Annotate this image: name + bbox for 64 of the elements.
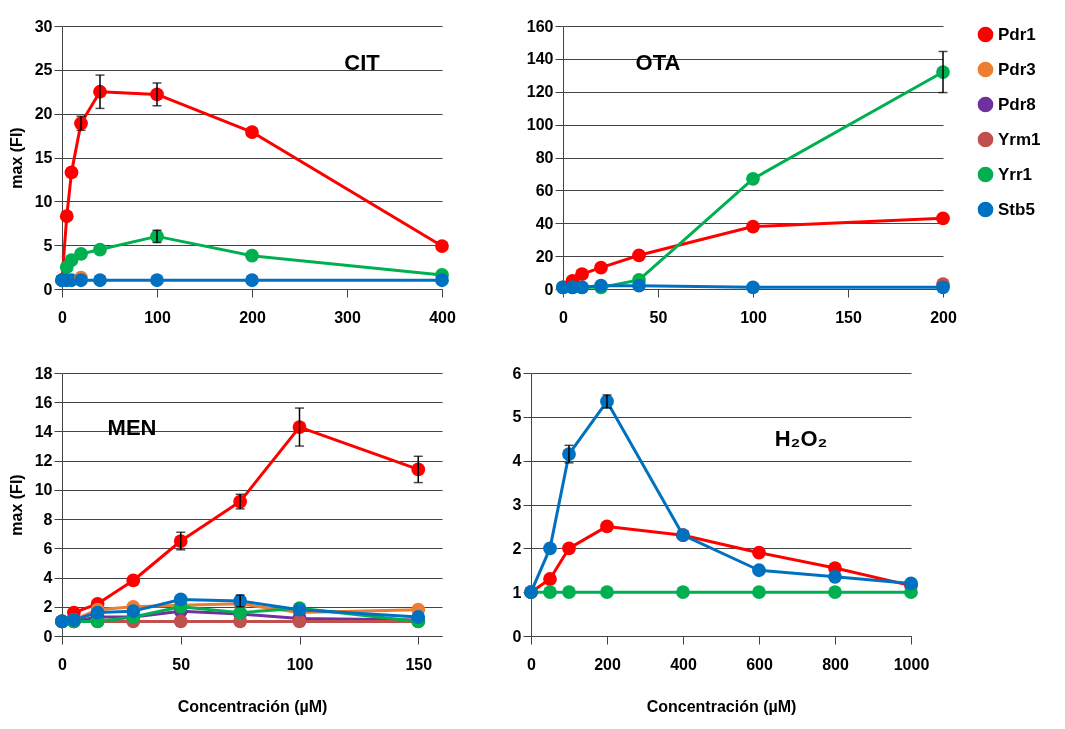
legend-label: Pdr8 bbox=[998, 94, 1036, 114]
y-tick-label: 5 bbox=[512, 408, 522, 426]
y-tick-label: 10 bbox=[34, 481, 53, 499]
x-tick-label: 150 bbox=[405, 655, 433, 673]
y-tick-label: 120 bbox=[526, 83, 554, 101]
y-tick-label: 18 bbox=[34, 364, 53, 382]
y-axis-title: max (FI) bbox=[7, 474, 25, 536]
y-tick-label: 4 bbox=[512, 452, 522, 470]
y-tick-label: 20 bbox=[34, 105, 53, 123]
y-tick-label: 2 bbox=[43, 598, 53, 616]
y-tick-label: 5 bbox=[43, 236, 53, 254]
x-tick-label: 200 bbox=[930, 308, 957, 326]
legend-label: Pdr3 bbox=[998, 59, 1036, 79]
y-tick-label: 0 bbox=[43, 627, 53, 645]
x-tick-label: 200 bbox=[594, 655, 621, 673]
text: CIT bbox=[344, 50, 381, 75]
x-tick-label: 100 bbox=[740, 308, 767, 326]
x-tick-label: 0 bbox=[58, 655, 68, 673]
y-tick-label: 10 bbox=[34, 192, 53, 210]
y-tick-label: 80 bbox=[535, 149, 554, 166]
legend-label: Pdr1 bbox=[998, 24, 1036, 44]
x-tick-label: 0 bbox=[58, 308, 68, 326]
y-tick-label: 3 bbox=[512, 496, 522, 513]
x-tick-label: 150 bbox=[835, 308, 862, 326]
y-tick-label: 40 bbox=[535, 214, 554, 232]
y-tick-label: 6 bbox=[43, 539, 53, 557]
y-tick-label: 15 bbox=[34, 149, 53, 166]
x-tick-label: 50 bbox=[649, 308, 668, 326]
x-tick-label: 300 bbox=[334, 308, 361, 326]
text: H₂O₂ bbox=[774, 426, 828, 451]
x-tick-label: 1000 bbox=[893, 655, 930, 673]
y-tick-label: 0 bbox=[544, 280, 554, 298]
x-tick-label: 0 bbox=[559, 308, 569, 326]
x-tick-label: 100 bbox=[286, 655, 314, 673]
x-tick-label: 600 bbox=[746, 655, 773, 673]
x-tick-label: 50 bbox=[172, 655, 191, 673]
x-tick-label: 100 bbox=[144, 308, 171, 326]
y-tick-label: 0 bbox=[512, 627, 522, 645]
y-tick-label: 12 bbox=[34, 452, 53, 470]
y-tick-label: 16 bbox=[34, 393, 53, 411]
y-tick-label: 160 bbox=[526, 17, 554, 35]
y-tick-label: 60 bbox=[535, 181, 554, 199]
y-tick-label: 30 bbox=[34, 17, 53, 35]
y-tick-label: 20 bbox=[535, 247, 554, 265]
y-tick-label: 14 bbox=[34, 422, 53, 440]
x-tick-label: 400 bbox=[429, 308, 456, 326]
y-tick-label: 0 bbox=[43, 280, 53, 298]
x-tick-label: 400 bbox=[670, 655, 697, 673]
y-tick-label: 6 bbox=[512, 364, 522, 382]
y-axis-title: max (FI) bbox=[7, 127, 25, 189]
y-tick-label: 100 bbox=[526, 116, 554, 134]
x-axis-title: Concentración (µM) bbox=[177, 697, 328, 715]
y-tick-label: 25 bbox=[34, 61, 53, 79]
legend-label: Yrm1 bbox=[998, 129, 1041, 149]
x-tick-label: 200 bbox=[239, 308, 266, 326]
x-tick-label: 800 bbox=[822, 655, 849, 673]
y-tick-label: 2 bbox=[512, 539, 522, 557]
x-axis-title: Concentración (µM) bbox=[646, 697, 797, 715]
legend-label: Yrr1 bbox=[998, 164, 1033, 184]
y-tick-label: 8 bbox=[43, 510, 53, 528]
y-tick-label: 1 bbox=[512, 583, 522, 601]
legend-label: Stb5 bbox=[998, 199, 1035, 219]
y-tick-label: 140 bbox=[526, 50, 554, 68]
y-tick-label: 4 bbox=[43, 569, 53, 587]
